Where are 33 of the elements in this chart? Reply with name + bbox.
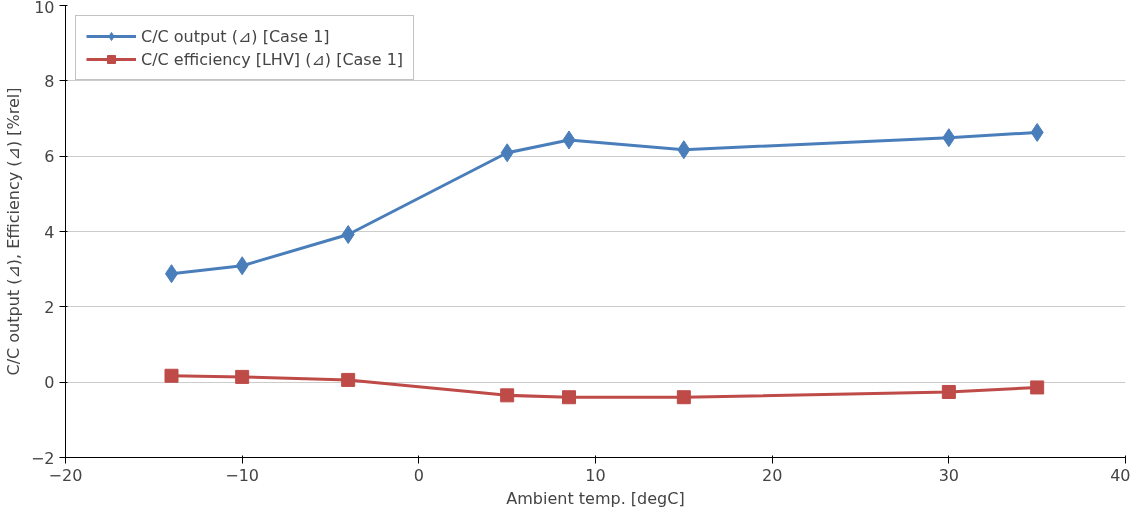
x-tick-label: 10 — [585, 465, 606, 485]
point — [942, 128, 956, 148]
point — [235, 369, 250, 384]
y-tick-label: 10 — [34, 0, 55, 17]
point — [500, 388, 515, 403]
y-tick-label: 4 — [44, 222, 55, 242]
y-tick-label: −2 — [30, 448, 55, 468]
point — [1030, 380, 1045, 395]
y-tick-label: 6 — [44, 147, 55, 167]
x-tick-label: 0 — [413, 465, 424, 485]
y-axis-title: C/C output (⊿), Efficiency (⊿) [%rel] — [3, 87, 23, 376]
point — [164, 368, 179, 383]
point — [341, 372, 356, 387]
legend-label: C/C efficiency [LHV] (⊿) [Case 1] — [141, 49, 404, 69]
point — [1030, 122, 1044, 142]
x-tick-label: 30 — [938, 465, 960, 485]
point — [676, 390, 691, 405]
point — [941, 384, 956, 399]
point — [235, 256, 249, 276]
x-tick-label: −20 — [48, 465, 83, 485]
x-axis-title: Ambient temp. [degC] — [506, 488, 685, 508]
point — [500, 143, 514, 163]
point — [341, 225, 355, 245]
x-tick-label: 40 — [1110, 465, 1131, 485]
y-tick-label: 0 — [44, 373, 55, 393]
y-tick-label: 8 — [44, 71, 55, 91]
point — [562, 130, 576, 150]
y-tick-label: 2 — [44, 297, 55, 317]
x-tick-label: −10 — [225, 465, 260, 485]
point — [677, 140, 691, 160]
legend-label: C/C output (⊿) [Case 1] — [141, 26, 330, 46]
point — [562, 390, 576, 405]
x-tick-label: 20 — [761, 465, 783, 485]
